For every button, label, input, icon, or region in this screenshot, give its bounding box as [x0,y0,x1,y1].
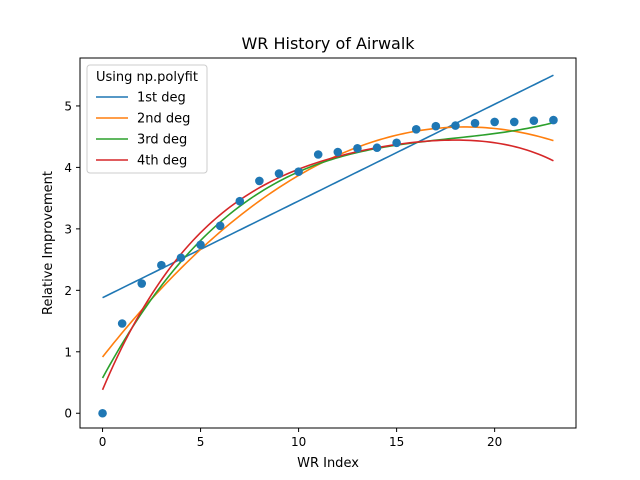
data-point [333,147,343,157]
legend-label: 3rd deg [137,133,187,148]
data-point [274,169,284,178]
x-axis-ticks: 0 5 10 15 20 [99,428,502,449]
legend-title: Using np.polyfit [96,70,198,85]
x-axis-label: WR Index [297,456,359,471]
legend: Using np.polyfit 1st deg 2nd deg 3rd deg 4t… [86,64,208,174]
data-point [235,196,245,206]
data-point [157,260,166,270]
y-tick-label: 2 [64,284,72,298]
data-points [98,115,558,418]
x-tick-label: 10 [291,435,306,449]
y-axis-label: Relative Improvement [41,171,56,315]
data-point [176,253,186,263]
y-tick-label: 5 [64,99,72,113]
data-point [392,138,401,148]
data-point [451,121,460,130]
y-tick-label: 1 [64,345,72,359]
fit-line-1 [102,74,554,299]
data-point [529,116,539,125]
data-point [490,117,499,127]
chart-title: WR History of Airwalk [241,34,415,53]
data-point [470,118,480,128]
data-point [294,167,303,176]
x-tick-label: 5 [197,435,205,449]
fit-line-3 [101,121,554,379]
data-point [372,143,382,153]
data-point [313,150,323,159]
y-tick-label: 3 [64,222,72,236]
x-tick-label: 20 [487,435,502,449]
legend-entries: 1st deg 2nd deg 3rd deg 4th deg [96,91,190,169]
data-point [549,115,558,125]
legend-label: 2nd deg [137,112,190,127]
y-tick-label: 0 [64,407,72,421]
y-tick-label: 4 [64,161,72,175]
y-axis-ticks: 0 1 2 3 4 5 [64,99,80,421]
x-tick-label: 15 [389,435,404,449]
plot-area [79,57,577,429]
data-point [353,144,362,153]
data-point [509,117,519,127]
data-point [98,408,107,418]
data-point [117,319,127,328]
legend-box [86,64,208,174]
legend-label: 4th deg [137,154,187,169]
data-point [255,176,264,186]
data-point [431,121,441,131]
data-point [196,240,205,250]
data-point [215,221,225,231]
x-tick-label: 0 [99,435,107,449]
data-point [137,279,147,288]
data-point [411,125,421,134]
legend-label: 1st deg [137,91,186,106]
